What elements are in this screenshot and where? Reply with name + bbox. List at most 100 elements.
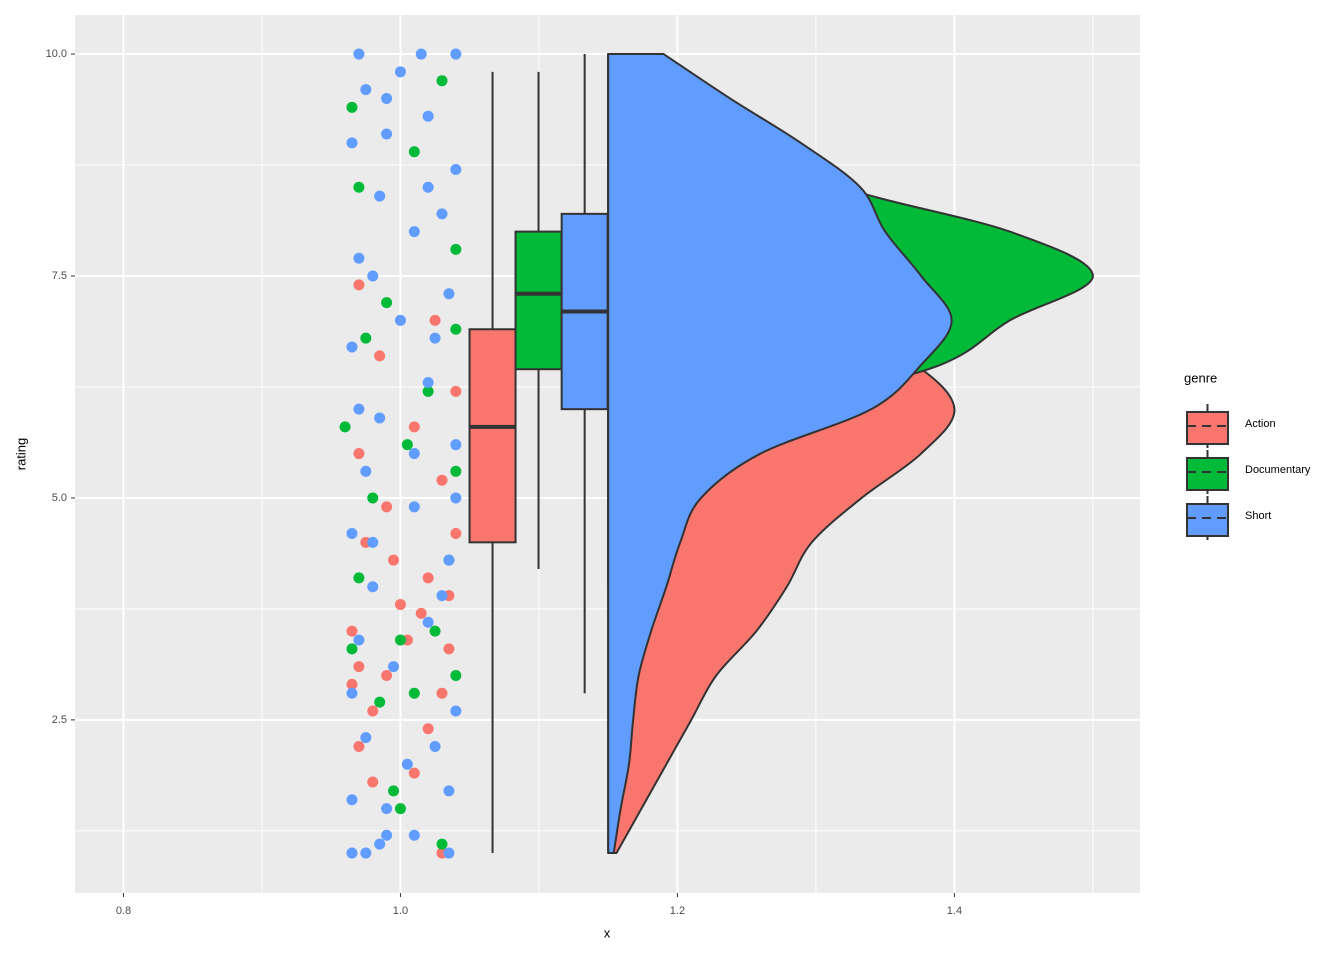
- point: [381, 128, 393, 140]
- legend: Action Documentary Short: [1186, 404, 1311, 540]
- box: [468, 328, 517, 544]
- point: [401, 439, 413, 451]
- point: [443, 847, 455, 859]
- point: [429, 625, 441, 637]
- point: [381, 829, 393, 841]
- point: [450, 385, 462, 397]
- y-axis-title: rating: [13, 438, 28, 471]
- point: [381, 297, 393, 309]
- point: [353, 403, 365, 415]
- point: [374, 696, 386, 708]
- legend-title: genre: [1184, 370, 1217, 385]
- point: [450, 48, 462, 60]
- point: [450, 465, 462, 477]
- point: [353, 252, 365, 264]
- point: [346, 341, 358, 353]
- point: [408, 501, 420, 513]
- point: [450, 439, 462, 451]
- point: [374, 190, 386, 202]
- point: [422, 110, 434, 122]
- x-tick-label: 1.2: [670, 905, 685, 917]
- point: [353, 279, 365, 291]
- point: [353, 741, 365, 753]
- density: [607, 53, 953, 855]
- point: [394, 598, 406, 610]
- point: [450, 527, 462, 539]
- point: [415, 607, 427, 619]
- point: [436, 474, 448, 486]
- point: [353, 572, 365, 584]
- point: [401, 758, 413, 770]
- point: [429, 741, 441, 753]
- point: [408, 448, 420, 460]
- point: [353, 634, 365, 646]
- point: [360, 847, 372, 859]
- point: [353, 448, 365, 460]
- point: [429, 314, 441, 326]
- point: [339, 421, 351, 433]
- point: [346, 847, 358, 859]
- point: [429, 332, 441, 344]
- point: [443, 554, 455, 566]
- point: [346, 678, 358, 690]
- point: [436, 590, 448, 602]
- x-tick-label: 1.0: [393, 905, 408, 917]
- x-axis-title: x: [604, 925, 611, 940]
- point: [450, 163, 462, 175]
- point: [360, 332, 372, 344]
- point: [367, 536, 379, 548]
- y-tick-label: 5.0: [52, 492, 67, 504]
- point: [450, 323, 462, 335]
- point: [374, 838, 386, 850]
- legend-key-box: [1186, 503, 1229, 537]
- x-tick-label: 1.4: [947, 905, 962, 917]
- point: [360, 732, 372, 744]
- box: [514, 230, 563, 371]
- point: [408, 146, 420, 158]
- point: [367, 492, 379, 504]
- point: [346, 794, 358, 806]
- point: [388, 785, 400, 797]
- point: [436, 838, 448, 850]
- y-tick-label: 10.0: [46, 48, 67, 60]
- axes: 0.8 1.0 1.2 1.4 2.5 5.0 7.5 10.0: [46, 48, 962, 917]
- point: [381, 92, 393, 104]
- point: [346, 625, 358, 637]
- x-tick-label: 0.8: [116, 905, 131, 917]
- point: [450, 492, 462, 504]
- point: [422, 723, 434, 735]
- point: [388, 554, 400, 566]
- point: [450, 669, 462, 681]
- legend-label: Short: [1245, 510, 1271, 522]
- point: [422, 181, 434, 193]
- point: [346, 101, 358, 113]
- point: [367, 270, 379, 282]
- point: [381, 669, 393, 681]
- point: [408, 829, 420, 841]
- point: [374, 412, 386, 424]
- point: [360, 84, 372, 96]
- point: [353, 181, 365, 193]
- point: [353, 48, 365, 60]
- point: [346, 137, 358, 149]
- point: [408, 421, 420, 433]
- marks: [339, 48, 1094, 859]
- point: [388, 661, 400, 673]
- legend-label: Action: [1245, 418, 1276, 430]
- point: [436, 687, 448, 699]
- point: [436, 75, 448, 87]
- point: [367, 581, 379, 593]
- point: [436, 208, 448, 220]
- point: [443, 785, 455, 797]
- point: [367, 705, 379, 717]
- y-tick-label: 2.5: [52, 714, 67, 726]
- legend-key-box: [1186, 457, 1229, 491]
- point: [422, 385, 434, 397]
- point: [422, 616, 434, 628]
- point: [394, 314, 406, 326]
- legend-label: Documentary: [1245, 464, 1311, 476]
- point: [422, 572, 434, 584]
- point: [422, 377, 434, 389]
- point: [450, 243, 462, 255]
